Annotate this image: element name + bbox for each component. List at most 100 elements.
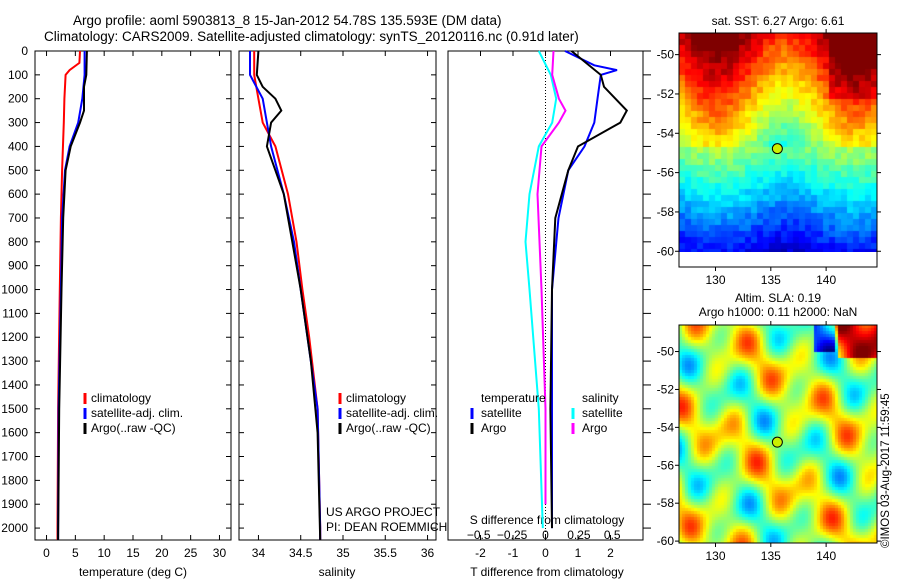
- legend-label: Argo: [481, 421, 507, 435]
- salinity-panel-frame: [238, 50, 437, 541]
- t-difference-axis-tick-label: -2: [475, 546, 486, 560]
- sst-map-lat-tick-label: -54: [657, 126, 675, 140]
- salinity-axis-tick-label: 34.5: [289, 546, 313, 560]
- s-difference-tick-label: 0.25: [567, 528, 591, 542]
- sla-map-lat-tick-label: -56: [657, 458, 675, 472]
- depth-tick-label: 1400: [1, 378, 28, 392]
- difference-line-temperature-Argo: [549, 50, 629, 529]
- salinity-axis-tick-label: 36: [421, 546, 435, 560]
- sst-map-lon-tick-label: 140: [816, 273, 836, 287]
- sst-map-lon-tick-label: 130: [705, 273, 725, 287]
- legend-label: Argo(..raw -QC): [346, 421, 431, 435]
- temperature-axis-tick-label: 25: [184, 546, 198, 560]
- sla-map-title: Altim. SLA: 0.19: [735, 291, 821, 305]
- depth-tick-label: 1800: [1, 473, 28, 487]
- sla-map-lon-tick-label: 130: [705, 549, 725, 563]
- legend-group-title: temperature: [481, 391, 546, 405]
- legend-label: satellite-adj. clim.: [346, 406, 438, 420]
- depth-tick-label: 0: [21, 44, 28, 58]
- sla-map-frame: [678, 324, 878, 544]
- sla-map-lat-tick-label: -52: [657, 382, 675, 396]
- depth-tick-label: 1000: [1, 283, 28, 297]
- sla-map-lat-tick-label: -60: [657, 534, 675, 548]
- sst-map-lat-tick-label: -58: [657, 205, 675, 219]
- sla-map-lon-tick-label: 140: [816, 549, 836, 563]
- sst-map-lat-tick-label: -56: [657, 166, 675, 180]
- temperature-axis-tick-label: 20: [155, 546, 169, 560]
- sst-map-image: [679, 33, 877, 252]
- s-difference-axis-label: S difference from climatology: [470, 513, 625, 527]
- sst-map-frame: [678, 32, 878, 268]
- depth-tick-label: 500: [8, 163, 28, 177]
- sst-map-lon-tick-label: 135: [761, 273, 781, 287]
- t-difference-axis-tick-label: 1: [575, 546, 582, 560]
- sst-map-lat-tick-label: -50: [657, 48, 675, 62]
- legend-label: satellite: [481, 406, 522, 420]
- depth-tick-label: 100: [8, 68, 28, 82]
- figure-subtitle: Climatology: CARS2009. Satellite-adjuste…: [44, 29, 579, 44]
- depth-tick-label: 2000: [1, 521, 28, 535]
- salinity-axis-tick-label: 35.5: [374, 546, 398, 560]
- t-difference-axis-tick-label: -1: [508, 546, 519, 560]
- difference-line-temperature-satellite: [551, 50, 618, 529]
- temperature-axis-tick-label: 15: [126, 546, 140, 560]
- legend-group-title: salinity: [582, 391, 619, 405]
- temperature-axis-tick-label: 5: [72, 546, 79, 560]
- s-difference-tick-label: −0.25: [497, 528, 528, 542]
- t-difference-axis-tick-label: 0: [542, 546, 549, 560]
- sla-map-argo-position-marker: [771, 436, 783, 448]
- sst-map-lat-tick-label: -52: [657, 87, 675, 101]
- s-difference-tick-label: −0.5: [467, 528, 491, 542]
- sst-map-title: sat. SST: 6.27 Argo: 6.61: [712, 14, 845, 28]
- depth-tick-label: 1300: [1, 354, 28, 368]
- t-difference-axis-label: T difference from climatology: [470, 565, 624, 579]
- sla-map-lat-tick-label: -58: [657, 496, 675, 510]
- temperature-axis-tick-label: 30: [213, 546, 227, 560]
- legend-label: climatology: [346, 391, 406, 405]
- temperature-axis-tick-label: 0: [43, 546, 50, 560]
- sla-map-lat-tick-label: -54: [657, 420, 675, 434]
- temperature-axis-tick-label: 10: [97, 546, 111, 560]
- depth-tick-label: 600: [8, 187, 28, 201]
- legend-label: Argo: [582, 421, 608, 435]
- difference-line-salinity-satellite: [524, 50, 558, 529]
- depth-tick-label: 900: [8, 259, 28, 273]
- depth-tick-label: 1700: [1, 450, 28, 464]
- sst-map-lat-tick-label: -60: [657, 244, 675, 258]
- figure-title: Argo profile: aoml 5903813_8 15-Jan-2012…: [73, 13, 502, 28]
- depth-tick-label: 700: [8, 211, 28, 225]
- depth-tick-label: 400: [8, 139, 28, 153]
- sst-map-argo-position-marker: [771, 143, 783, 155]
- depth-tick-label: 1600: [1, 426, 28, 440]
- depth-tick-label: 800: [8, 235, 28, 249]
- s-difference-tick-label: 0.5: [604, 528, 621, 542]
- temperature-axis-label: temperature (deg C): [79, 565, 187, 579]
- salinity-axis-label: salinity: [319, 565, 356, 579]
- depth-tick-label: 1900: [1, 497, 28, 511]
- temperature-line-Argo: [57, 50, 88, 541]
- depth-tick-label: 1500: [1, 402, 28, 416]
- project-credit: US ARGO PROJECT: [326, 505, 441, 519]
- sla-map-image: [679, 325, 877, 543]
- depth-tick-label: 1200: [1, 330, 28, 344]
- sla-map-subtitle: Argo h1000: 0.11 h2000: NaN: [699, 305, 858, 319]
- timestamp-stamp: ©IMOS 03-Aug-2017 11:59:45: [880, 393, 892, 548]
- pi-credit: PI: DEAN ROEMMICH: [326, 520, 448, 534]
- legend-label: climatology: [91, 391, 151, 405]
- salinity-axis-tick-label: 35: [336, 546, 350, 560]
- legend-label: Argo(..raw -QC): [91, 421, 176, 435]
- depth-tick-label: 1100: [2, 306, 28, 320]
- salinity-line-Argo: [255, 50, 322, 541]
- depth-tick-label: 200: [8, 92, 28, 106]
- t-difference-axis-tick-label: 2: [607, 546, 614, 560]
- salinity-axis-tick-label: 34: [252, 546, 266, 560]
- legend-label: satellite: [582, 406, 623, 420]
- sla-map-lat-tick-label: -50: [657, 345, 675, 359]
- difference-line-salinity-Argo: [536, 50, 567, 505]
- sla-map-lon-tick-label: 135: [761, 549, 781, 563]
- legend-label: satellite-adj. clim.: [91, 406, 183, 420]
- depth-tick-label: 300: [8, 116, 28, 130]
